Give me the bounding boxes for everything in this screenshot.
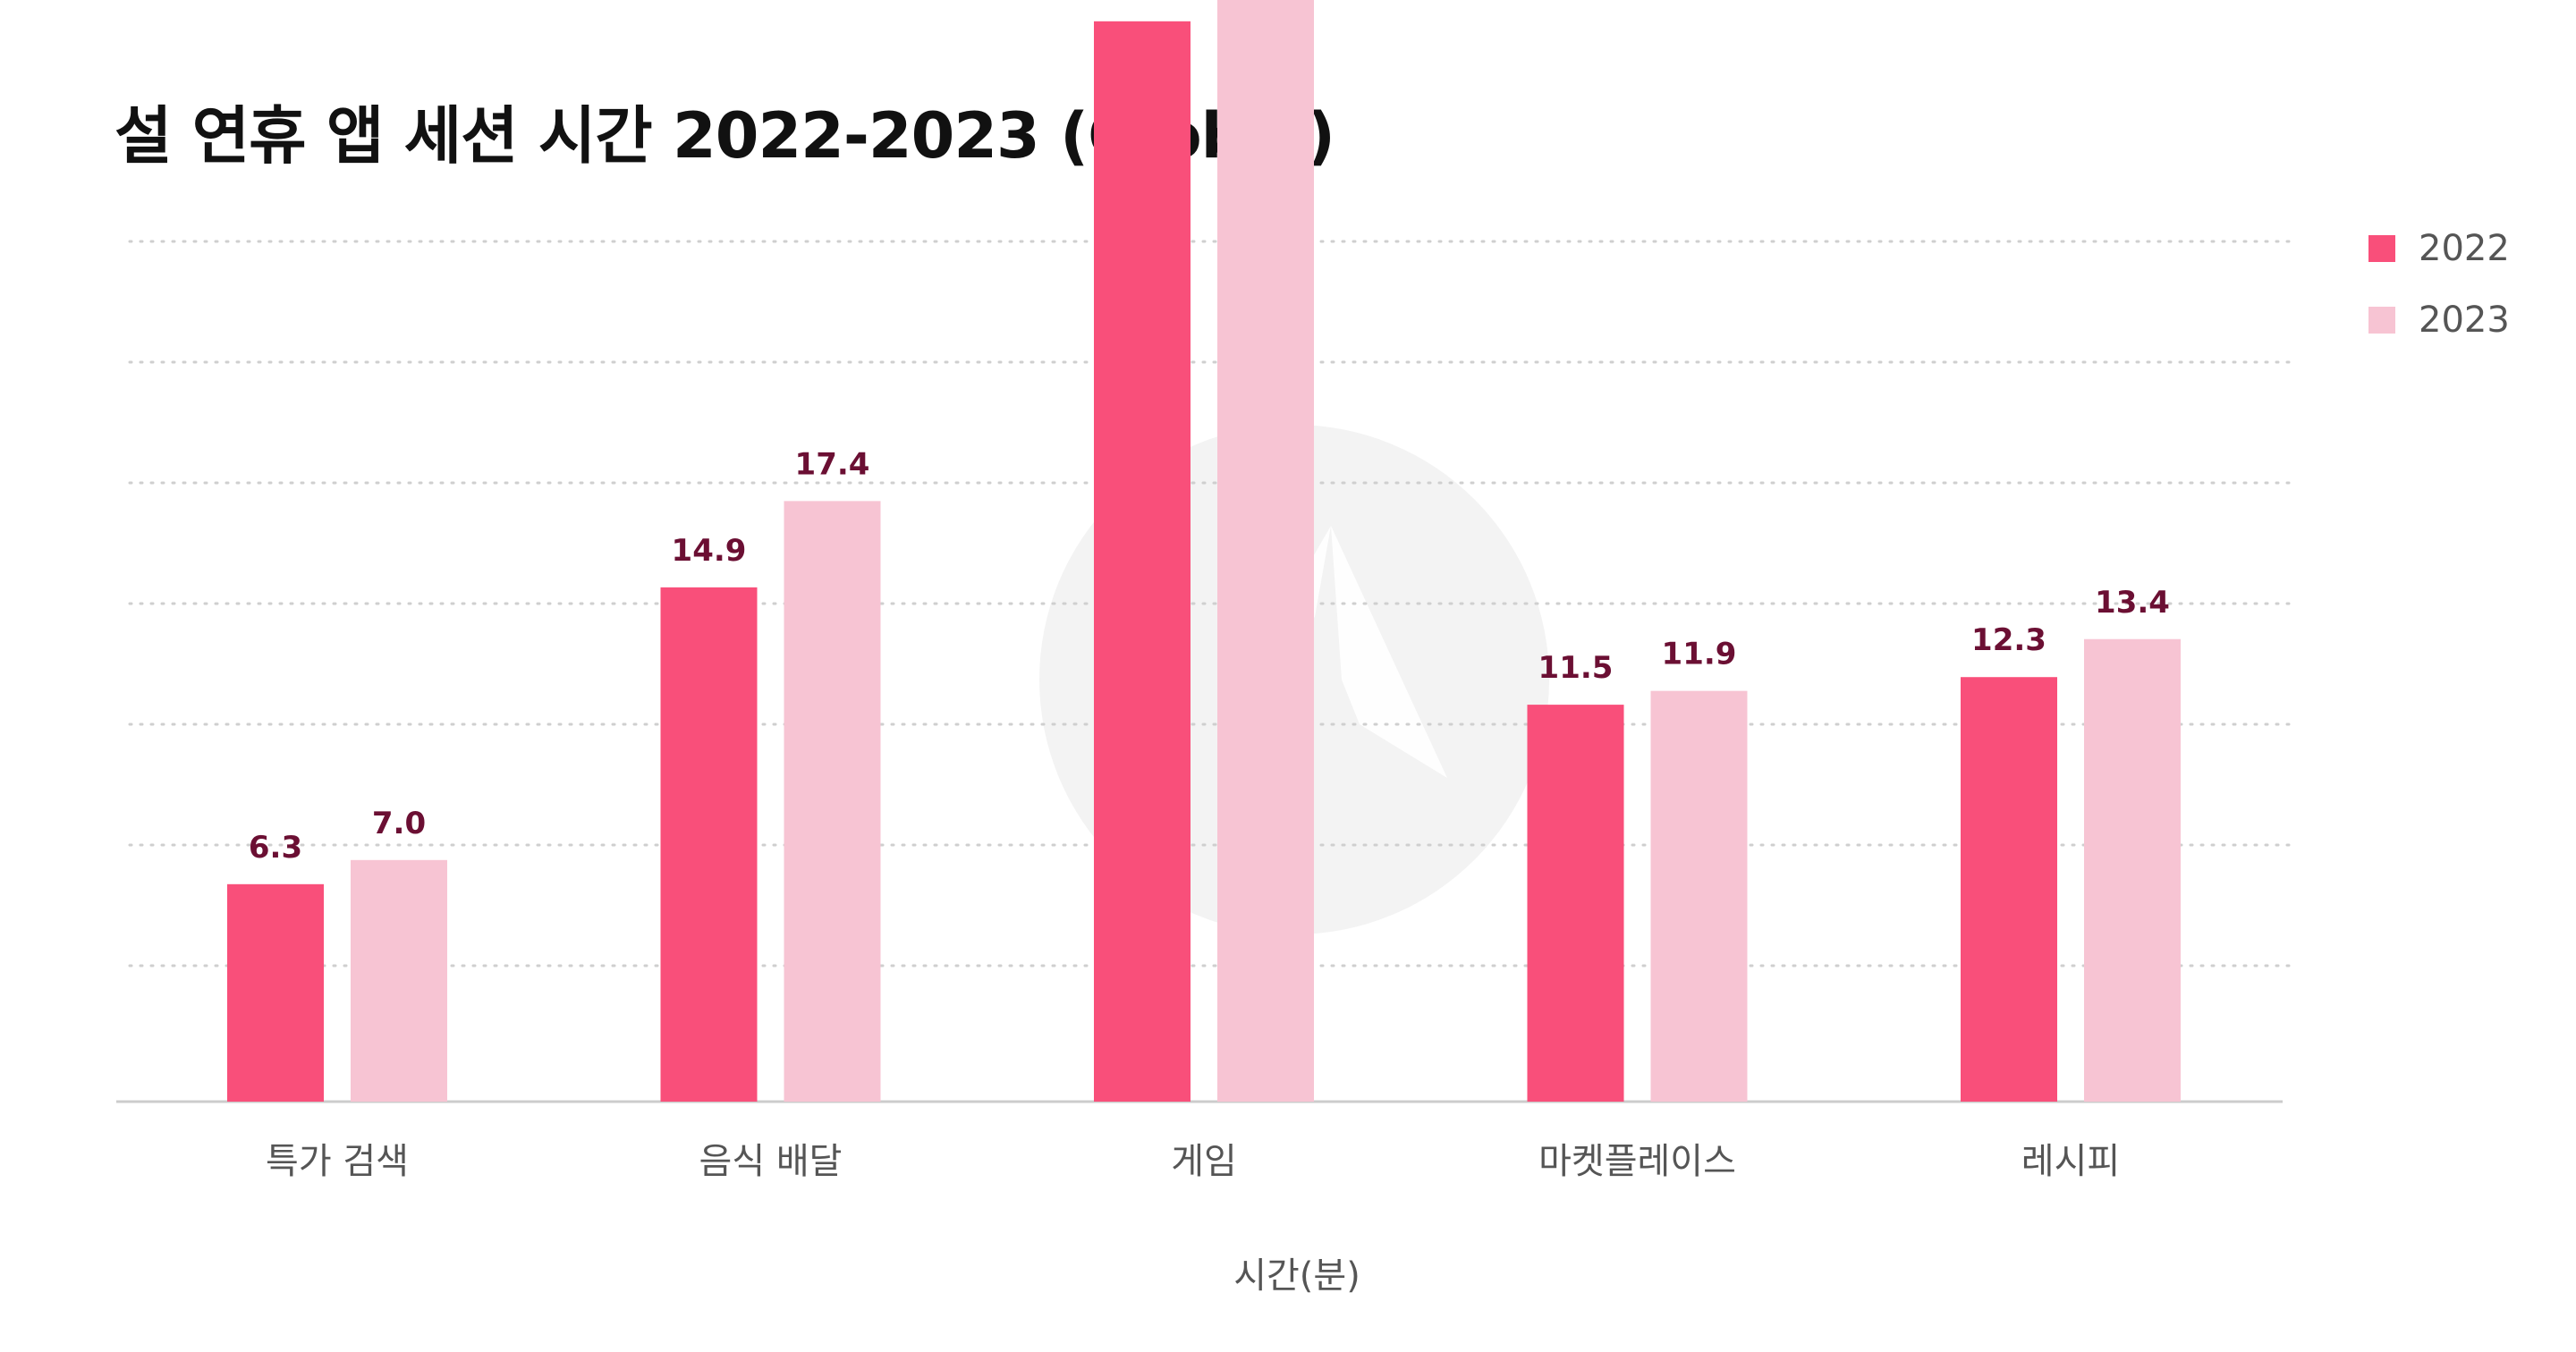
bar-2022-1 [660, 587, 758, 1102]
bar-2022-3 [1527, 705, 1624, 1102]
category-label-1: 음식 배달 [699, 1141, 843, 1182]
bar-2023-4 [2084, 638, 2181, 1102]
legend-item-2023: 2023 [2368, 297, 2510, 343]
data-label-2023-3: 11.9 [1662, 637, 1737, 672]
bar-2023-1 [784, 501, 881, 1102]
legend-item-2022: 2022 [2368, 225, 2510, 272]
bar-2023-2 [1217, 0, 1314, 1103]
legend-swatch-2022 [2368, 235, 2395, 262]
bar-2023-0 [351, 859, 447, 1102]
data-label-2023-1: 17.4 [795, 446, 870, 482]
bar-2022-0 [227, 883, 324, 1102]
category-label-0: 특가 검색 [266, 1141, 409, 1182]
data-label-2022-1: 14.9 [672, 533, 747, 569]
bars [227, 0, 2181, 1103]
category-label-2: 게임 [1171, 1141, 1237, 1182]
category-label-3: 마켓플레이스 [1538, 1141, 1736, 1182]
value-labels: 6.37.014.917.431.332.311.511.912.313.4 [249, 0, 2170, 866]
data-label-2023-4: 13.4 [2095, 585, 2170, 621]
category-labels: 특가 검색 음식 배달 게임 마켓플레이스 레시피 [266, 1141, 2120, 1182]
bar-2023-3 [1650, 690, 1748, 1102]
data-label-2023-0: 7.0 [372, 806, 426, 841]
legend-label-2023: 2023 [2419, 300, 2510, 341]
bar-2022-2 [1094, 21, 1191, 1103]
x-axis-label: 시간(분) [1233, 1255, 1360, 1297]
data-label-2022-4: 12.3 [1971, 622, 2046, 658]
data-label-2022-2: 31.3 [1105, 0, 1180, 3]
data-label-2022-0: 6.3 [249, 830, 302, 866]
legend-label-2022: 2022 [2419, 228, 2510, 269]
data-label-2022-3: 11.5 [1538, 650, 1614, 686]
bar-2022-4 [1961, 677, 2057, 1102]
legend: 2022 2023 [2368, 225, 2510, 368]
category-label-4: 레시피 [2021, 1141, 2120, 1182]
legend-swatch-2023 [2368, 307, 2395, 334]
